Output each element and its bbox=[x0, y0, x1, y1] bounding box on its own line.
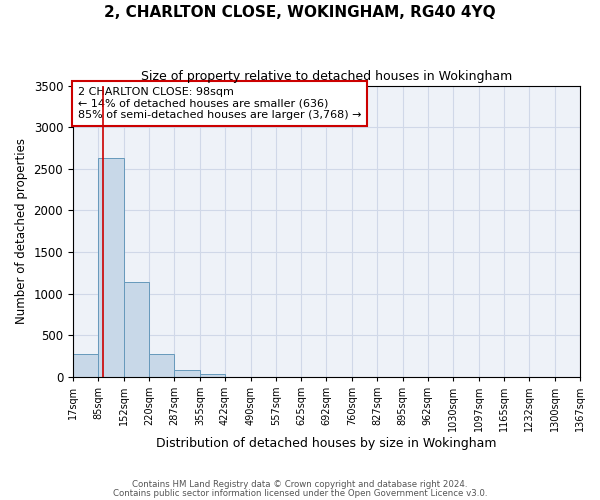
Bar bbox=[149, 354, 175, 377]
Bar bbox=[124, 282, 149, 377]
Y-axis label: Number of detached properties: Number of detached properties bbox=[15, 138, 28, 324]
Bar bbox=[73, 354, 98, 377]
Text: Contains HM Land Registry data © Crown copyright and database right 2024.: Contains HM Land Registry data © Crown c… bbox=[132, 480, 468, 489]
Text: 2 CHARLTON CLOSE: 98sqm
← 14% of detached houses are smaller (636)
85% of semi-d: 2 CHARLTON CLOSE: 98sqm ← 14% of detache… bbox=[78, 87, 361, 120]
Text: Contains public sector information licensed under the Open Government Licence v3: Contains public sector information licen… bbox=[113, 488, 487, 498]
Bar bbox=[200, 374, 225, 377]
Text: 2, CHARLTON CLOSE, WOKINGHAM, RG40 4YQ: 2, CHARLTON CLOSE, WOKINGHAM, RG40 4YQ bbox=[104, 5, 496, 20]
Bar bbox=[98, 158, 124, 377]
Bar bbox=[175, 370, 200, 377]
X-axis label: Distribution of detached houses by size in Wokingham: Distribution of detached houses by size … bbox=[156, 437, 497, 450]
Title: Size of property relative to detached houses in Wokingham: Size of property relative to detached ho… bbox=[141, 70, 512, 83]
